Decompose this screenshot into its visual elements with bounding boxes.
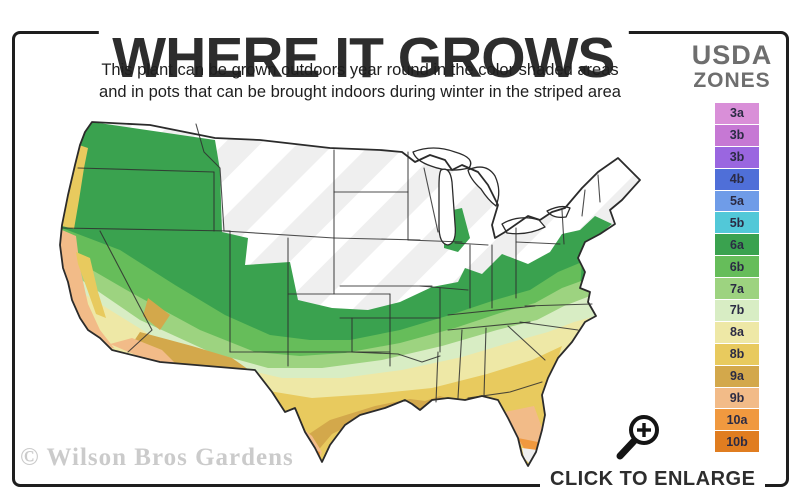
zone-patch-central-florida-9b xyxy=(505,406,542,448)
legend-zone-7b: 7b xyxy=(715,300,759,321)
usda-zones-legend: USDA ZONES 3a 3b 3b 4b 5a 5b 6a 6b 7a 7b 8a 8b 9a 9b 1… xyxy=(676,40,788,453)
legend-zone-9b: 9b xyxy=(715,387,759,409)
click-to-enlarge-button[interactable]: CLICK TO ENLARGE xyxy=(540,468,766,491)
zone-patch-california-coast-9b xyxy=(60,230,114,350)
subtitle: This plant can be grown outdoors year ro… xyxy=(0,60,720,104)
zone-patch-nv-gold xyxy=(143,298,170,330)
outer-border-frame: WHERE IT GROWS xyxy=(12,30,789,487)
great-lakes xyxy=(412,147,571,246)
legend-zone-3b: 3b xyxy=(715,124,759,146)
legend-zone-8a: 8a xyxy=(715,321,759,343)
magnifier-plus-icon[interactable] xyxy=(612,412,664,469)
legend-zone-5b: 5b xyxy=(715,212,759,234)
legend-zone-7a: 7a xyxy=(715,278,759,300)
zone-band-7a xyxy=(61,252,596,466)
us-outline xyxy=(59,121,641,467)
legend-zone-5a: 5a xyxy=(715,190,759,212)
legend-zone-10a: 10a xyxy=(715,409,759,431)
lake-michigan xyxy=(438,168,456,246)
zone-band-6b xyxy=(60,228,596,466)
legend-title-line1: USDA xyxy=(691,40,773,70)
legend-zone-4b: 4b xyxy=(715,168,759,190)
legend-zone-8b: 8b xyxy=(715,343,759,365)
zone-band-7b xyxy=(64,268,596,466)
zone-patch-oregon-coast-8b xyxy=(62,145,88,229)
watermark: © Wilson Bros Gardens xyxy=(20,444,294,471)
lake-ontario xyxy=(546,205,571,219)
legend-title: USDA ZONES xyxy=(676,40,788,93)
zone-patch-socal-desert-9b xyxy=(110,338,178,366)
state-borders xyxy=(61,123,601,403)
subtitle-line-1: This plant can be grown outdoors year ro… xyxy=(101,61,619,79)
legend-zone-3a: 3a xyxy=(715,103,759,124)
lake-huron xyxy=(467,166,500,207)
subtitle-line-2: and in pots that can be brought indoors … xyxy=(99,82,621,101)
legend-zone-9a: 9a xyxy=(715,365,759,387)
zone-patch-central-valley-8b xyxy=(76,252,106,318)
zone-band-8b xyxy=(180,346,562,466)
click-to-enlarge-label: CLICK TO ENLARGE xyxy=(550,468,756,490)
legend-title-line2: ZONES xyxy=(693,69,771,92)
legend-zone-6a: 6a xyxy=(715,234,759,256)
legend-zone-10b: 10b xyxy=(715,431,759,453)
legend-zone-3b: 3b xyxy=(715,146,759,168)
legend-zone-6b: 6b xyxy=(715,256,759,278)
legend-zone-list: 3a 3b 3b 4b 5a 5b 6a 6b 7a 7b 8a 8b 9a 9b 10a 10b xyxy=(715,103,759,453)
page-title: WHERE IT GROWS xyxy=(98,30,629,87)
lake-erie xyxy=(501,217,546,235)
